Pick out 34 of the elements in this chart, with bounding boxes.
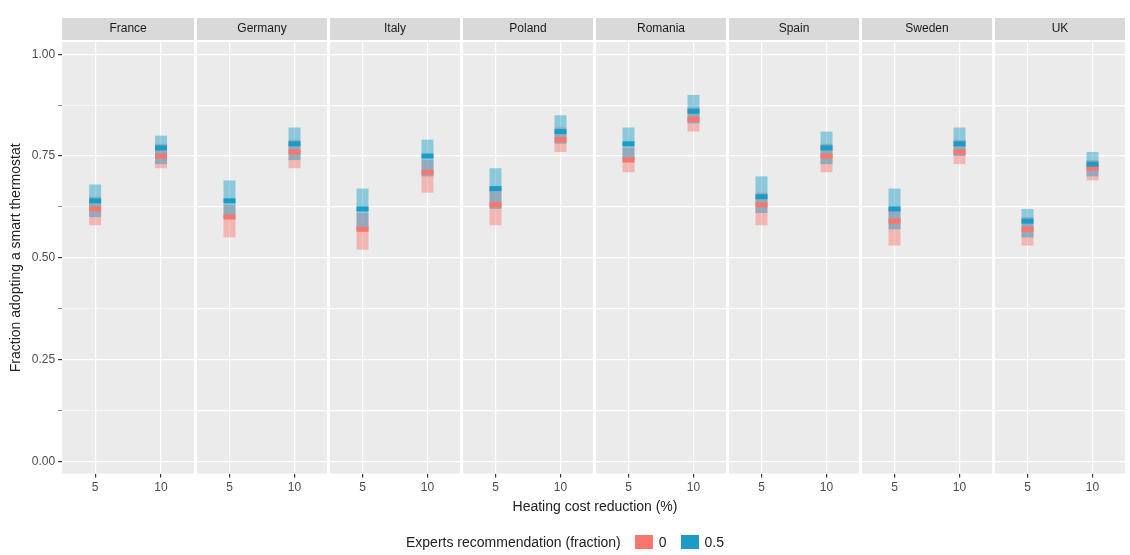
- x-tick-label: 10: [287, 480, 302, 495]
- x-tick-label: 5: [891, 480, 899, 495]
- x-tick-label: 5: [625, 480, 633, 495]
- chart-title: Sweden: [905, 21, 949, 36]
- x-tick-label: 10: [1085, 480, 1100, 495]
- x-tick-label: 5: [492, 480, 500, 495]
- x-tick-label: 10: [154, 480, 169, 495]
- x-tick-label: 5: [359, 480, 367, 495]
- y-tick-label: 0.50: [31, 250, 56, 265]
- y-axis-title: Fraction adopting a smart thermostat: [7, 143, 24, 373]
- legend-label: 0: [658, 534, 667, 550]
- x-tick-label: 5: [91, 480, 99, 495]
- chart-title: UK: [1051, 21, 1069, 36]
- y-tick-label: 0.25: [31, 351, 56, 366]
- chart-title: Poland: [509, 21, 547, 36]
- y-tick-label: 1.00: [31, 46, 56, 61]
- x-tick-label: 5: [1024, 480, 1032, 495]
- y-tick-label: 0.00: [31, 453, 56, 468]
- x-tick-label: 10: [819, 480, 834, 495]
- chart-title: Germany: [237, 21, 287, 36]
- chart-title: Italy: [383, 21, 407, 36]
- x-axis-title: Heating cost reduction (%): [511, 498, 679, 516]
- x-tick-label: 10: [686, 480, 701, 495]
- chart-title: Romania: [636, 21, 686, 36]
- x-tick-label: 5: [226, 480, 234, 495]
- chart-title: Spain: [778, 21, 810, 36]
- legend-label: 0.5: [704, 534, 725, 550]
- x-tick-label: 10: [952, 480, 967, 495]
- chart-title: France: [109, 21, 148, 36]
- legend-title: Experts recommendation (fraction): [405, 534, 621, 550]
- y-tick-label: 0.75: [31, 148, 56, 163]
- x-tick-label: 10: [420, 480, 435, 495]
- x-tick-label: 5: [758, 480, 766, 495]
- x-tick-label: 10: [553, 480, 568, 495]
